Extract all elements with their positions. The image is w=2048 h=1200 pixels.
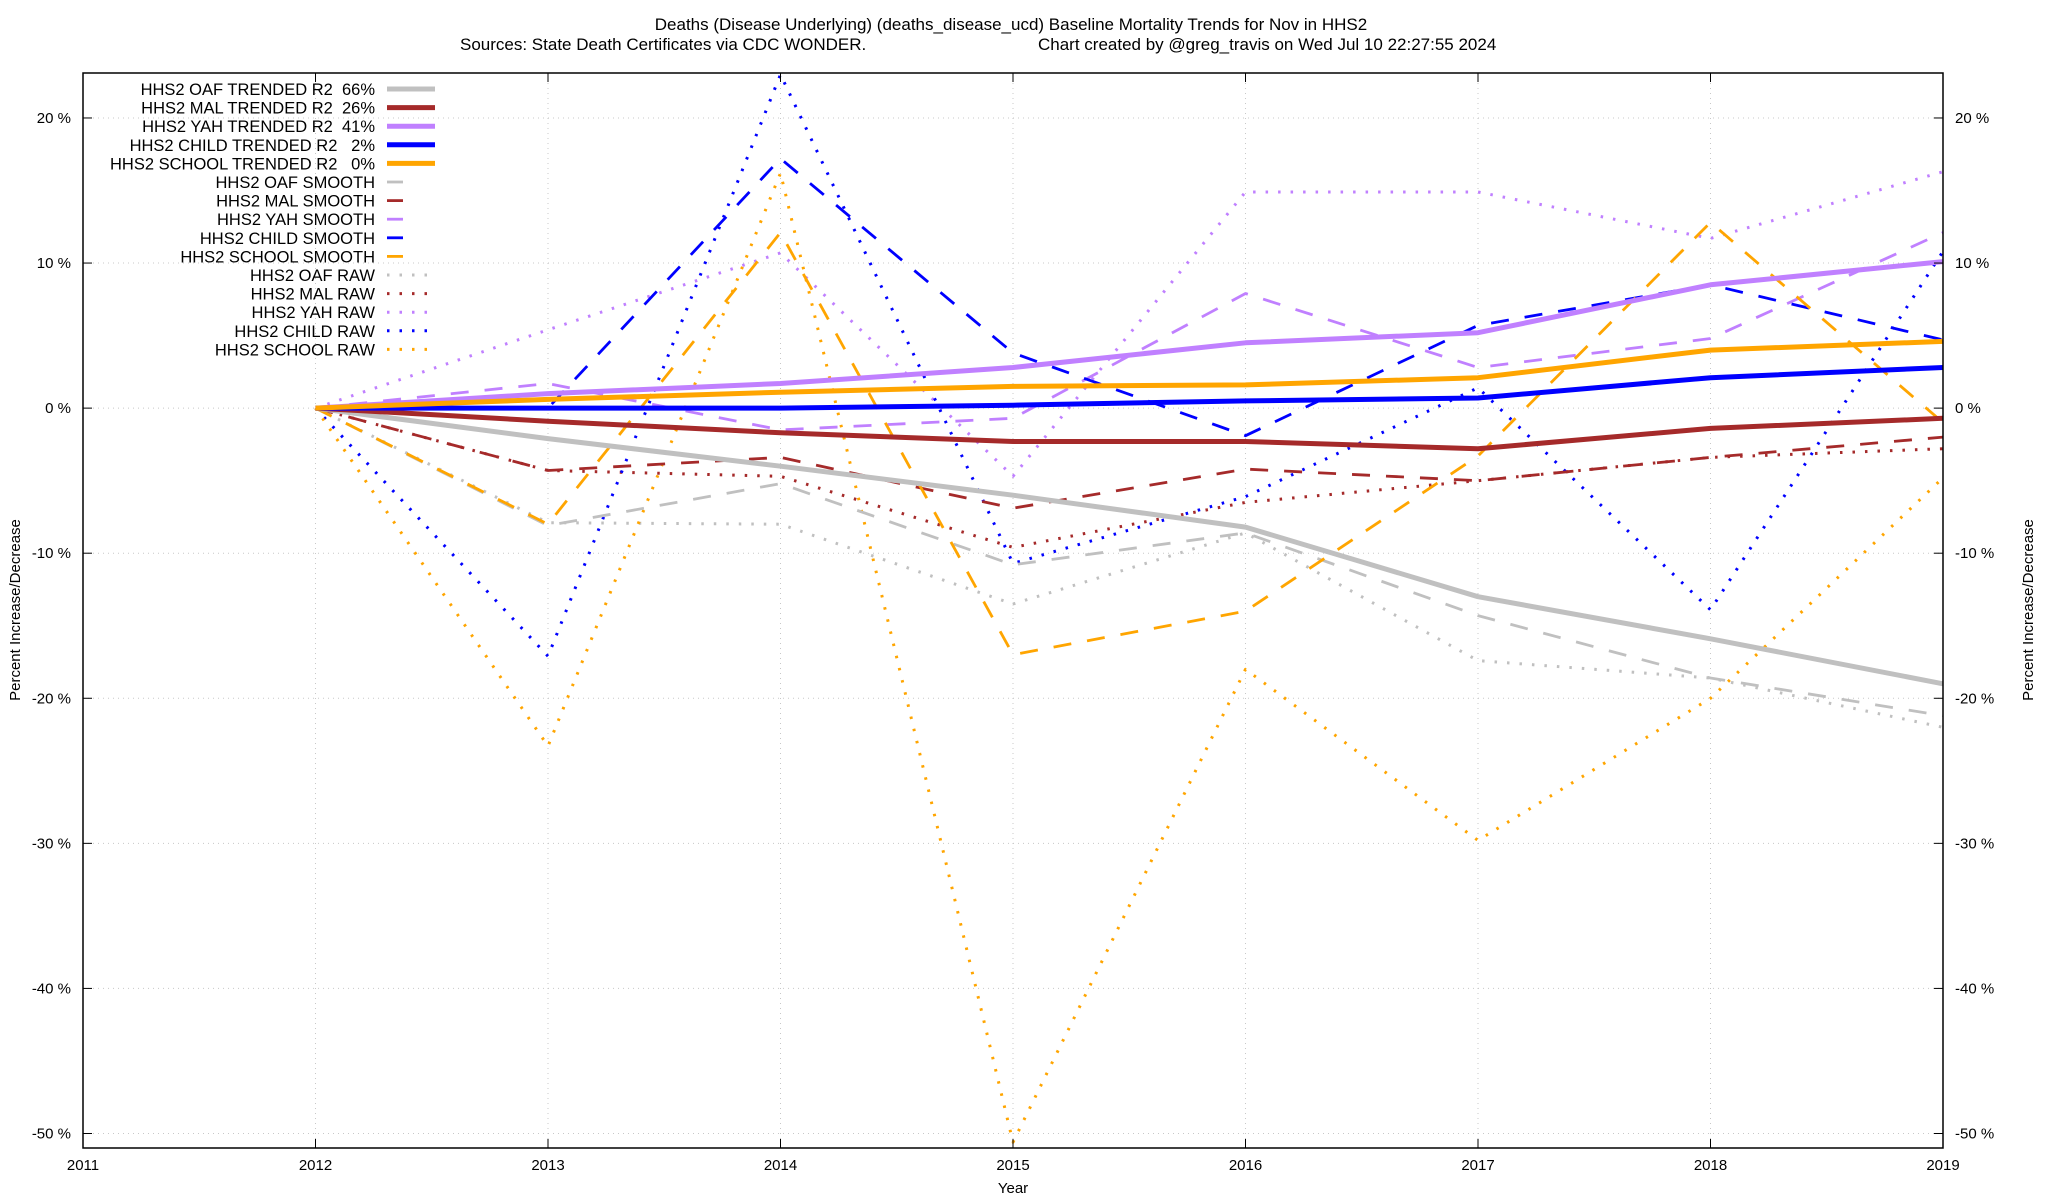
y-tick-label: 0 % bbox=[45, 400, 71, 417]
series-line-hhs2-school-smooth bbox=[314, 220, 1944, 657]
legend-label: HHS2 CHILD SMOOTH bbox=[200, 230, 375, 248]
y2-tick-label: -10 % bbox=[1955, 545, 1994, 562]
chart-subtitle-credit: Chart created by @greg_travis on Wed Jul… bbox=[1038, 35, 1496, 54]
y2-axis-label: Percent Increase/Decrease bbox=[2020, 519, 2037, 701]
legend-label: HHS2 CHILD RAW bbox=[234, 323, 375, 341]
legend: HHS2 OAF TRENDED R2 66%HHS2 MAL TRENDED … bbox=[110, 81, 435, 359]
x-tick-label: 2019 bbox=[1926, 1157, 1959, 1174]
legend-item: HHS2 OAF SMOOTH bbox=[215, 174, 403, 192]
chart-subtitle-source: Sources: State Death Certificates via CD… bbox=[460, 35, 866, 54]
legend-label: HHS2 YAH RAW bbox=[252, 304, 376, 322]
legend-label: HHS2 SCHOOL SMOOTH bbox=[180, 248, 375, 266]
legend-item: HHS2 YAH RAW bbox=[252, 304, 435, 322]
legend-label: HHS2 OAF TRENDED R2 66% bbox=[141, 81, 376, 99]
legend-item: HHS2 YAH TRENDED R2 41% bbox=[142, 118, 435, 136]
legend-item: HHS2 SCHOOL RAW bbox=[215, 341, 435, 359]
legend-item: HHS2 CHILD RAW bbox=[234, 323, 435, 341]
legend-item: HHS2 SCHOOL TRENDED R2 0% bbox=[110, 155, 435, 173]
x-tick-label: 2011 bbox=[67, 1157, 99, 1174]
legend-label: HHS2 YAH TRENDED R2 41% bbox=[142, 118, 375, 136]
y-tick-label: 10 % bbox=[37, 255, 71, 272]
series-line-hhs2-oaf-raw bbox=[314, 406, 1944, 729]
y2-tick-label: -20 % bbox=[1955, 690, 1994, 707]
y-axis-label: Percent Increase/Decrease bbox=[7, 519, 24, 701]
y-tick-label: -20 % bbox=[32, 690, 71, 707]
series-line-hhs2-child-raw bbox=[314, 73, 1945, 658]
y-tick-label: -10 % bbox=[32, 545, 71, 562]
x-tick-label: 2015 bbox=[996, 1157, 1029, 1174]
legend-label: HHS2 SCHOOL RAW bbox=[215, 341, 376, 359]
x-tick-label: 2013 bbox=[531, 1157, 564, 1174]
legend-item: HHS2 MAL RAW bbox=[251, 286, 435, 304]
legend-label: HHS2 SCHOOL TRENDED R2 0% bbox=[110, 155, 375, 173]
legend-label: HHS2 MAL SMOOTH bbox=[216, 193, 375, 211]
series-line-hhs2-oaf-smooth bbox=[314, 406, 1944, 718]
x-tick-label: 2012 bbox=[299, 1157, 332, 1174]
x-tick-label: 2018 bbox=[1694, 1157, 1727, 1174]
legend-item: HHS2 CHILD SMOOTH bbox=[200, 230, 403, 248]
series-line-hhs2-oaf-trended bbox=[315, 405, 1944, 687]
x-axis-label: Year bbox=[998, 1180, 1028, 1197]
series-line-hhs2-mal-smooth bbox=[315, 406, 1944, 510]
legend-label: HHS2 YAH SMOOTH bbox=[217, 211, 375, 229]
chart-title: Deaths (Disease Underlying) (deaths_dise… bbox=[655, 15, 1367, 34]
legend-item: HHS2 OAF RAW bbox=[250, 267, 435, 285]
series-line-hhs2-mal-trended bbox=[315, 405, 1944, 452]
series-line-hhs2-school-trended bbox=[315, 338, 1944, 411]
y-tick-label: 20 % bbox=[37, 110, 71, 127]
y2-tick-label: -40 % bbox=[1955, 980, 1994, 997]
x-tick-label: 2016 bbox=[1229, 1157, 1262, 1174]
legend-label: HHS2 MAL TRENDED R2 26% bbox=[141, 100, 375, 118]
legend-item: HHS2 YAH SMOOTH bbox=[217, 211, 403, 229]
axes: 2011 2012 2013 2014 2015 2016 2017 2018 2019 20 %… bbox=[32, 73, 1994, 1174]
series-line-hhs2-yah-trended bbox=[315, 259, 1944, 411]
legend-item: HHS2 MAL SMOOTH bbox=[216, 193, 403, 211]
x-tick-label: 2014 bbox=[764, 1157, 797, 1174]
y2-tick-label: 20 % bbox=[1955, 110, 1989, 127]
y-tick-label: -40 % bbox=[32, 980, 71, 997]
series-line-hhs2-school-raw bbox=[314, 171, 1945, 1144]
legend-item: HHS2 MAL TRENDED R2 26% bbox=[141, 100, 435, 118]
y2-tick-label: 10 % bbox=[1955, 255, 1989, 272]
legend-label: HHS2 OAF SMOOTH bbox=[215, 174, 375, 192]
legend-label: HHS2 OAF RAW bbox=[250, 267, 375, 285]
y-tick-label: -30 % bbox=[32, 835, 71, 852]
legend-item: HHS2 SCHOOL SMOOTH bbox=[180, 248, 403, 266]
legend-label: HHS2 CHILD TRENDED R2 2% bbox=[130, 137, 376, 155]
series-layer bbox=[314, 73, 1945, 1144]
y2-tick-label: -30 % bbox=[1955, 835, 1994, 852]
legend-label: HHS2 MAL RAW bbox=[251, 286, 376, 304]
legend-item: HHS2 OAF TRENDED R2 66% bbox=[141, 81, 435, 99]
y-tick-label: -50 % bbox=[32, 1125, 71, 1142]
y2-tick-label: -50 % bbox=[1955, 1125, 1994, 1142]
x-tick-label: 2017 bbox=[1461, 1157, 1494, 1174]
series-line-hhs2-child-trended bbox=[315, 365, 1944, 411]
y2-tick-label: 0 % bbox=[1955, 400, 1981, 417]
legend-item: HHS2 CHILD TRENDED R2 2% bbox=[130, 137, 435, 155]
